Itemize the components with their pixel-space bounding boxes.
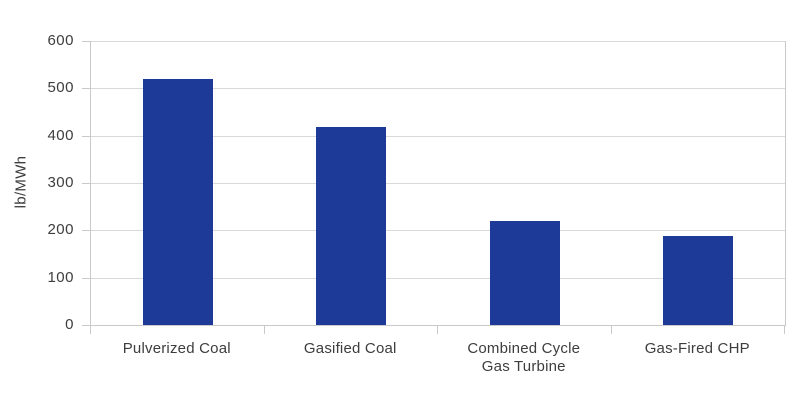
y-tick-label-600: 600 <box>47 32 74 49</box>
y-tick-label-200: 200 <box>47 221 74 239</box>
y-tick-label-100: 100 <box>47 268 74 286</box>
x-tick-mark-4 <box>784 325 785 334</box>
y-axis-title: lb/MWh <box>12 155 30 209</box>
bar-pulverized-coal <box>142 78 213 325</box>
gridline-100 <box>91 277 785 279</box>
gridline-400 <box>91 135 785 137</box>
y-tick-mark-600 <box>82 41 90 42</box>
y-tick-mark-0 <box>82 325 90 326</box>
y-tick-label-400: 400 <box>47 126 74 144</box>
x-label-gasified-coal: Gasified Coal <box>303 340 397 357</box>
y-tick-mark-100 <box>82 277 90 279</box>
y-tick-label-300: 300 <box>47 174 74 191</box>
x-label-combined-cycle-gas-turbine: Combined Cycle Gas Turbine <box>467 340 581 375</box>
gridline-200 <box>91 230 785 232</box>
bar-gasified-coal <box>316 127 387 325</box>
y-tick-label-0: 0 <box>65 316 74 333</box>
y-tick-mark-400 <box>82 135 90 137</box>
x-tick-mark-2 <box>437 325 438 334</box>
gridline-300 <box>91 183 785 184</box>
x-tick-mark-3 <box>610 325 612 334</box>
bar-combined-cycle-gas-turbine <box>489 220 560 325</box>
y-tick-mark-200 <box>82 230 90 232</box>
plot-area <box>90 41 786 326</box>
y-tick-label-500: 500 <box>47 79 74 97</box>
y-tick-mark-500 <box>82 88 90 90</box>
y-tick-mark-300 <box>82 183 90 184</box>
x-label-pulverized-coal: Pulverized Coal <box>122 340 231 357</box>
gridline-500 <box>91 88 785 90</box>
x-tick-mark-1 <box>263 325 265 334</box>
bar-gas-fired-chp <box>663 236 734 325</box>
x-tick-mark-0 <box>90 325 91 334</box>
gridline-600 <box>91 41 785 42</box>
x-label-gas-fired-chp: Gas-Fired CHP <box>644 340 750 357</box>
